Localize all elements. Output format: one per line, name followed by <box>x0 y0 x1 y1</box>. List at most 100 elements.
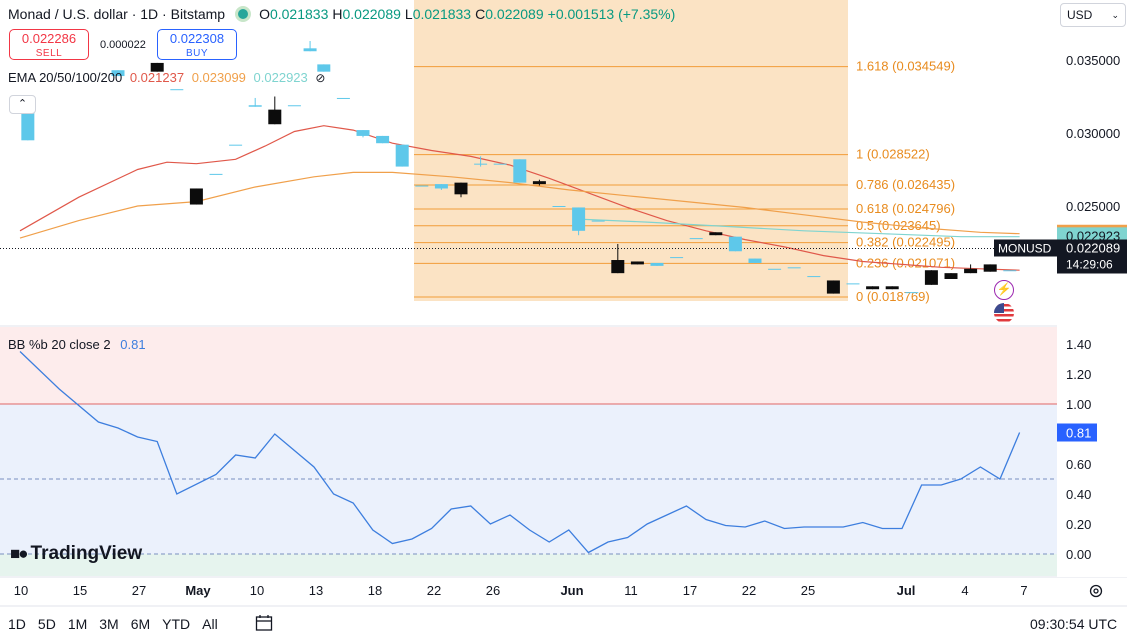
time-axis-tick: 17 <box>683 583 697 598</box>
price-axis-tick: 0.035000 <box>1066 53 1120 68</box>
candle-body <box>689 238 703 240</box>
ohlc-open: 0.021833 <box>269 6 329 22</box>
fib-label: 0 (0.018769) <box>856 289 930 304</box>
candle-body <box>611 260 625 274</box>
symbol-title[interactable]: Monad / U.S. dollar · 1D · Bitstamp <box>8 6 226 22</box>
bb-oversold-zone <box>0 554 1057 576</box>
candle-body <box>728 236 742 252</box>
fib-label: 0.236 (0.021071) <box>856 255 955 270</box>
chevron-down-icon: ⌄ <box>1111 10 1119 20</box>
sell-button[interactable]: 0.022286 SELL <box>9 29 89 60</box>
bb-legend-label: BB %b 20 close 2 <box>8 337 111 352</box>
timeframe-1m[interactable]: 1M <box>67 616 88 632</box>
last-price-tag <box>1057 239 1127 274</box>
ohlc-high-label: H <box>332 6 343 22</box>
candle-body <box>826 280 840 294</box>
candle-body <box>572 207 586 231</box>
time-axis-tick: 25 <box>801 583 815 598</box>
bb-axis-tick: 1.20 <box>1066 367 1091 382</box>
candle-body <box>415 185 429 187</box>
candle-body <box>866 286 880 290</box>
ema-value-50: 0.023099 <box>191 70 246 85</box>
bb-axis-tick: 0.60 <box>1066 457 1091 472</box>
candle-body <box>768 268 782 270</box>
hide-eye-icon[interactable]: ⊘ <box>315 71 326 85</box>
timeframe-1d[interactable]: 1D <box>8 616 26 632</box>
candle-body <box>670 257 684 259</box>
symbol-tag-label: MONUSD <box>998 242 1052 256</box>
timeframe-ytd[interactable]: YTD <box>162 616 191 632</box>
candle-body <box>209 173 223 175</box>
candle-body <box>336 97 350 99</box>
ema-legend[interactable]: EMA 20/50/100/200 0.021237 0.023099 0.02… <box>8 70 325 85</box>
buy-button[interactable]: 0.022308 BUY <box>157 29 237 60</box>
bb-legend[interactable]: BB %b 20 close 2 0.81 <box>8 337 146 352</box>
collapse-legend-button[interactable]: ⌃ <box>9 95 36 114</box>
time-axis-tick: 10 <box>14 583 28 598</box>
gear-icon[interactable] <box>1088 583 1104 599</box>
time-axis-tick: 27 <box>132 583 146 598</box>
candle-body <box>248 105 262 107</box>
time-axis-tick: 10 <box>250 583 264 598</box>
candle-body <box>709 232 723 236</box>
tradingview-logo-icon: ■● <box>10 544 28 563</box>
sell-label: SELL <box>35 48 63 59</box>
ohlc-low: 0.021833 <box>412 6 472 22</box>
ohlc-open-label: O <box>259 6 270 22</box>
calendar-range-icon[interactable] <box>255 614 273 632</box>
time-axis-tick: 4 <box>961 583 968 598</box>
us-flag-icon[interactable] <box>994 303 1014 323</box>
candle-body <box>229 144 243 146</box>
candle-body <box>150 62 164 72</box>
fib-label: 0.618 (0.024796) <box>856 201 955 216</box>
candle-body <box>189 188 203 205</box>
bar-countdown: 14:29:06 <box>1066 258 1113 272</box>
bb-axis-tick: 0.00 <box>1066 547 1091 562</box>
candle-body <box>630 261 644 265</box>
ohlc-close: 0.022089 <box>485 6 544 22</box>
time-axis-tick: 22 <box>427 583 441 598</box>
ema-value-100: 0.022923 <box>253 70 308 85</box>
timeframe-all[interactable]: All <box>202 616 218 632</box>
ohlc-high: 0.022089 <box>342 6 401 22</box>
ema-line <box>19 125 1020 271</box>
bb-legend-value: 0.81 <box>120 337 146 352</box>
fib-label: 0.382 (0.022495) <box>856 235 955 250</box>
timeframe-5d[interactable]: 5D <box>37 616 56 632</box>
time-axis-tick: 15 <box>73 583 87 598</box>
chevron-up-icon: ⌃ <box>17 98 28 110</box>
currency-select[interactable]: USD ⌄ <box>1060 3 1126 27</box>
buy-label: BUY <box>185 48 209 59</box>
candle-body <box>983 264 997 272</box>
candle-body <box>532 181 546 185</box>
candle-body <box>944 273 958 279</box>
time-axis-tick: 22 <box>742 583 756 598</box>
spread-value: 0.000022 <box>100 39 146 51</box>
utc-clock[interactable]: 09:30:54 UTC <box>1030 616 1118 632</box>
candle-body <box>924 270 938 285</box>
timeframe-3m[interactable]: 3M <box>99 616 119 632</box>
bb-last-value-tag <box>1057 423 1097 442</box>
candle-body <box>376 135 390 144</box>
tradingview-logo[interactable]: ■● TradingView <box>10 543 142 565</box>
bb-axis-tick: 0.20 <box>1066 517 1091 532</box>
candle-body <box>111 70 125 77</box>
candle-body <box>170 89 184 91</box>
bb-axis-tick: 0.40 <box>1066 487 1091 502</box>
ema-value-20: 0.021237 <box>129 70 185 85</box>
market-status-icon[interactable] <box>235 6 252 22</box>
candle-body <box>474 163 488 165</box>
timeframe-6m[interactable]: 6M <box>130 616 151 632</box>
candle-body <box>748 258 762 263</box>
candle-body <box>303 48 317 52</box>
candle-body <box>807 276 821 278</box>
candle-body <box>964 268 978 274</box>
price-axis-bg <box>1057 0 1127 577</box>
price-axis-tick: 0.030000 <box>1066 126 1120 141</box>
time-axis-tick: 11 <box>624 583 638 598</box>
candle-body <box>493 163 507 165</box>
fib-label: 1 (0.028522) <box>856 147 930 162</box>
candle-body <box>552 206 566 207</box>
lightning-icon[interactable]: ⚡ <box>994 280 1014 300</box>
